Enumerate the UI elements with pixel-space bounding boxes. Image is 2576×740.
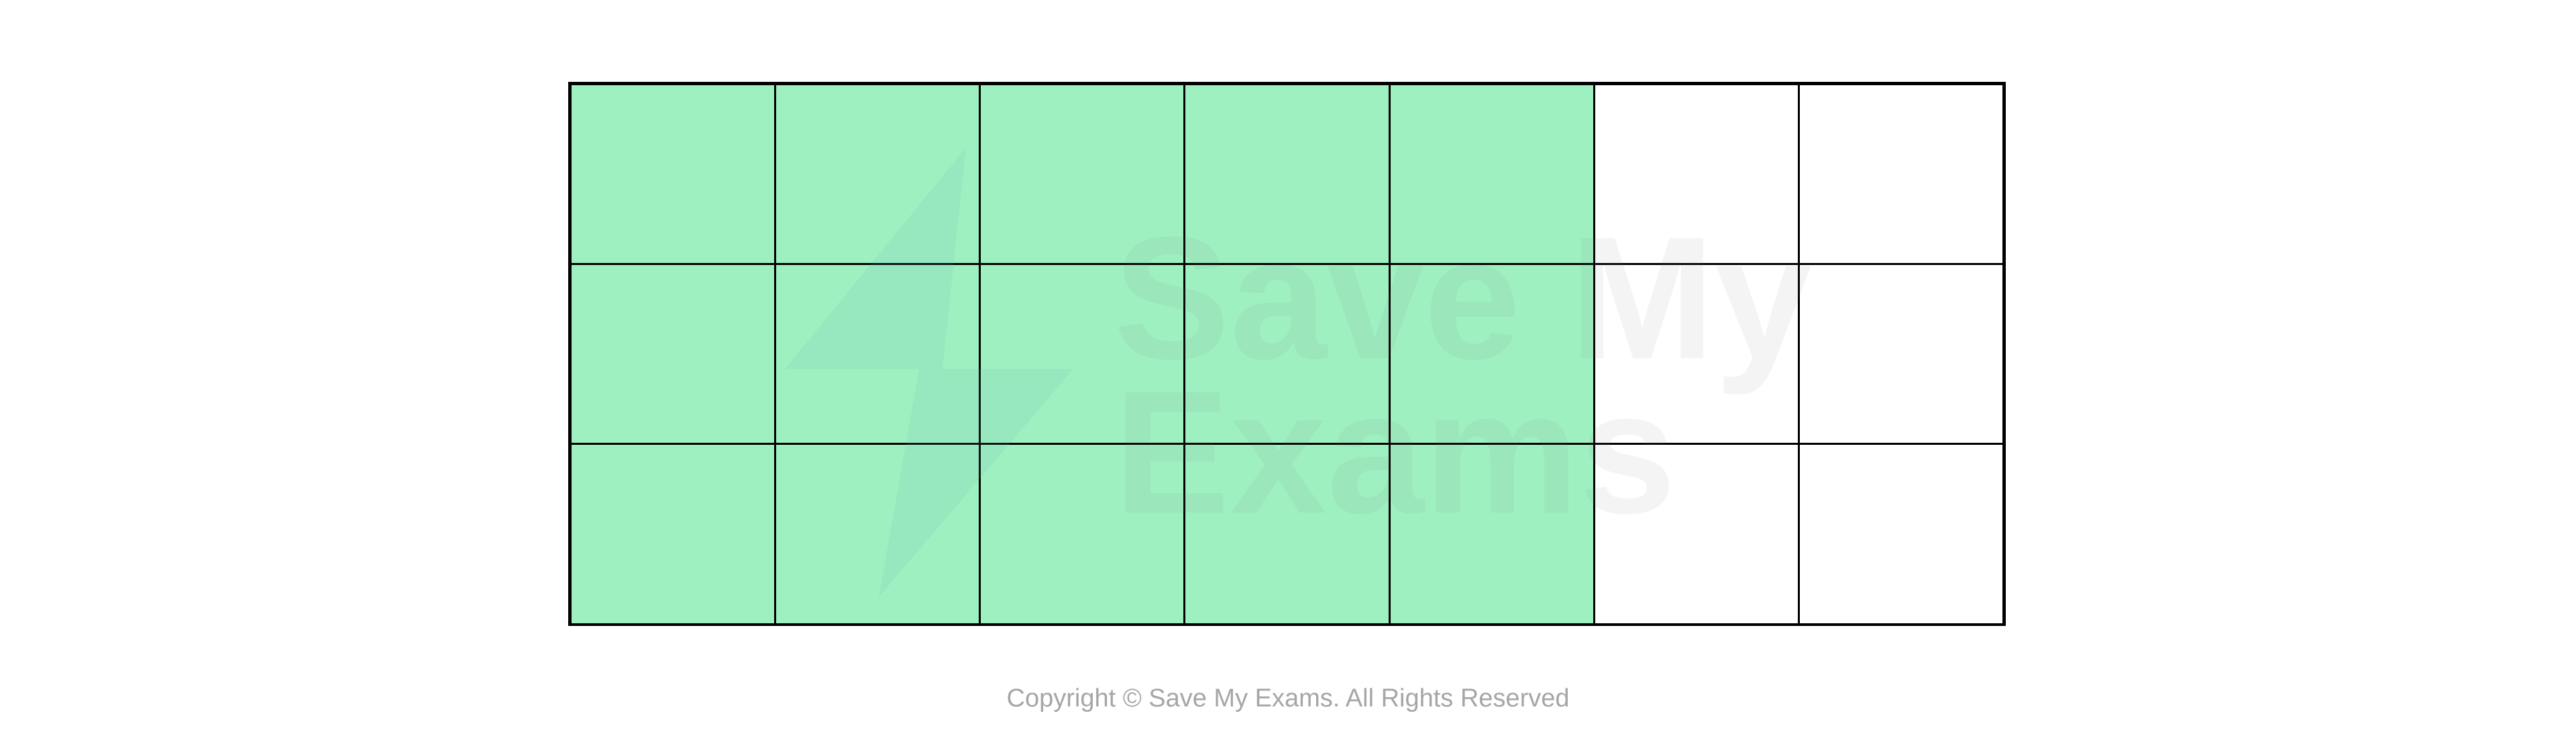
unshaded-cell [1593, 443, 1801, 625]
shaded-cell [979, 83, 1186, 265]
shaded-cell [1388, 83, 1595, 265]
shaded-cell [1388, 262, 1595, 445]
shaded-cell [1183, 262, 1391, 445]
unshaded-cell [1798, 262, 2005, 445]
shaded-cell [979, 262, 1186, 445]
shaded-cell [773, 443, 981, 625]
shaded-cell [1388, 443, 1595, 625]
shaded-cell [773, 83, 981, 265]
shaded-cell [1183, 83, 1391, 265]
copyright-text: Copyright © Save My Exams. All Rights Re… [1006, 684, 1570, 712]
unshaded-cell [1798, 443, 2005, 625]
shaded-cell [569, 83, 776, 265]
shaded-cell [979, 443, 1186, 625]
unshaded-cell [1593, 83, 1801, 265]
shaded-cell [1183, 443, 1391, 625]
shaded-cell [569, 262, 776, 445]
fraction-grid [568, 82, 2006, 626]
unshaded-cell [1798, 83, 2005, 265]
shaded-cell [569, 443, 776, 625]
shaded-cell [773, 262, 981, 445]
unshaded-cell [1593, 262, 1801, 445]
